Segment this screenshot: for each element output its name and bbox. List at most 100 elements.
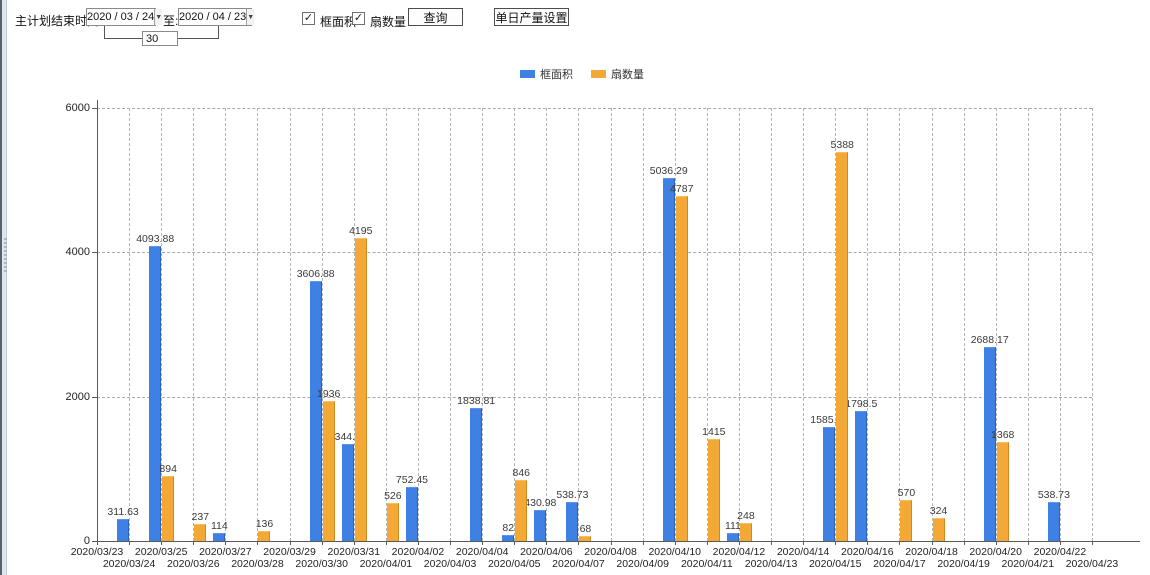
x-tick-label: 2020/03/28 (231, 558, 284, 570)
bar-value-label: 82 (502, 522, 515, 535)
fan-count-checkbox-label[interactable]: 扇数量 (370, 15, 407, 29)
x-axis-tick (578, 541, 580, 545)
x-axis-tick (514, 541, 516, 545)
bar-frame-area-2020-04-02[interactable] (405, 486, 418, 541)
bar-frame-area-2020-03-31[interactable] (341, 443, 354, 541)
x-tick-label: 2020/04/18 (905, 546, 958, 558)
bar-value-label: 4787 (670, 182, 694, 195)
bar-fan-count-2020-03-28[interactable] (258, 531, 271, 541)
bar-fan-count-2020-04-01[interactable] (386, 503, 399, 541)
left-panel-splitter[interactable] (0, 0, 7, 575)
date-from-value[interactable]: 2020 / 03 / 24 (87, 11, 155, 23)
bar-frame-area-2020-03-27[interactable] (213, 532, 226, 541)
bar-fan-count-2020-04-07[interactable] (579, 536, 592, 541)
x-axis-tick (803, 541, 805, 545)
bar-fan-count-2020-04-17[interactable] (900, 499, 913, 541)
bar-frame-area-2020-04-12[interactable] (726, 532, 739, 541)
y-axis-tick (92, 252, 97, 254)
bar-value-label: 1344.95 (328, 430, 367, 443)
legend-item-frame-area[interactable]: 框面积 (520, 66, 573, 82)
frame-area-checkbox-label[interactable]: 框面积 (320, 15, 357, 29)
bar-fan-count-2020-03-25[interactable] (162, 476, 175, 541)
date-to-value[interactable]: 2020 / 04 / 23 (179, 11, 247, 23)
gridline-vertical (1092, 108, 1093, 541)
bar-value-label: 136 (255, 518, 274, 531)
gridline-vertical (225, 108, 227, 541)
x-tick-label: 2020/04/19 (937, 558, 990, 570)
gridline-vertical (546, 108, 548, 541)
bar-frame-area-2020-04-22[interactable] (1047, 502, 1060, 541)
connector-line (218, 26, 219, 39)
bar-fan-count-2020-03-26[interactable] (194, 523, 207, 541)
x-axis-tick (995, 541, 997, 545)
frame-area-checkbox[interactable]: ✓ (302, 12, 315, 25)
x-tick-label: 2020/04/08 (584, 546, 637, 558)
bar-fan-count-2020-04-10[interactable] (675, 195, 688, 541)
bar-frame-area-2020-04-15[interactable] (823, 426, 836, 541)
gridline-horizontal (97, 396, 1092, 398)
interval-days-input[interactable] (142, 31, 178, 46)
gridline-vertical (417, 108, 419, 541)
fan-count-checkbox[interactable]: ✓ (352, 12, 365, 25)
x-axis-tick (963, 541, 965, 545)
x-tick-label: 2020/04/20 (969, 546, 1022, 558)
x-tick-label: 2020/04/06 (520, 546, 573, 558)
bar-fan-count-2020-04-05[interactable] (515, 479, 528, 541)
gridline-vertical (995, 108, 997, 541)
bar-frame-area-2020-04-04[interactable] (470, 408, 483, 541)
bar-frame-area-2020-04-16[interactable] (855, 411, 868, 541)
legend-item-fan-count[interactable]: 扇数量 (591, 66, 644, 82)
bar-frame-area-2020-04-07[interactable] (566, 502, 579, 541)
bar-fan-count-2020-04-18[interactable] (932, 517, 945, 541)
x-tick-label: 2020/04/04 (455, 546, 509, 558)
bar-frame-area-2020-04-05[interactable] (502, 535, 515, 541)
x-axis-tick (97, 541, 98, 545)
date-from-picker[interactable]: 2020 / 03 / 24 ▼ (86, 8, 163, 26)
chevron-down-icon[interactable]: ▼ (154, 9, 163, 25)
bar-value-label: 752.45 (395, 473, 429, 486)
bar-value-label: 430.98 (524, 496, 557, 509)
bar-frame-area-2020-03-30[interactable] (309, 280, 322, 541)
splitter-grip-icon[interactable] (4, 238, 7, 272)
x-tick-label: 2020/04/01 (359, 558, 413, 570)
bar-frame-area-2020-04-10[interactable] (662, 177, 675, 541)
x-tick-label: 2020/04/11 (680, 558, 733, 570)
x-tick-label: 2020/04/03 (423, 558, 477, 570)
gridline-horizontal (97, 252, 1092, 254)
gridline-vertical (257, 108, 259, 541)
bar-value-label: 526 (384, 490, 402, 503)
bar-fan-count-2020-03-30[interactable] (322, 401, 335, 541)
bar-value-label: 2688.17 (970, 334, 1009, 346)
bar-value-label: 1798.5 (845, 398, 878, 411)
x-tick-label: 2020/04/12 (712, 546, 766, 558)
query-button[interactable]: 查询 (408, 8, 463, 26)
daily-output-settings-button[interactable]: 单日产量设置 (494, 8, 569, 26)
x-tick-label: 2020/04/15 (808, 558, 862, 570)
bar-fan-count-2020-04-12[interactable] (739, 523, 752, 541)
bar-frame-area-2020-03-25[interactable] (149, 245, 162, 541)
bar-fan-count-2020-03-31[interactable] (354, 238, 367, 541)
bar-fan-count-2020-04-20[interactable] (996, 442, 1009, 541)
bar-value-label: 5388 (830, 139, 854, 152)
bar-fan-count-2020-04-11[interactable] (707, 438, 720, 541)
legend-label: 框面积 (540, 69, 573, 81)
x-tick-label: 2020/04/10 (648, 546, 702, 558)
x-axis-tick (706, 541, 708, 545)
bar-value-label: 1368 (991, 429, 1015, 442)
x-axis-tick (450, 541, 452, 545)
chevron-down-icon[interactable]: ▼ (246, 9, 255, 25)
x-axis-tick (1092, 541, 1093, 545)
gridline-vertical (931, 108, 933, 541)
bar-frame-area-2020-04-06[interactable] (534, 509, 547, 541)
bar-fan-count-2020-04-15[interactable] (836, 152, 849, 541)
bar-value-label: 324 (929, 504, 948, 517)
x-tick-label: 2020/04/05 (487, 558, 541, 570)
bar-frame-area-2020-04-20[interactable] (983, 347, 996, 541)
date-to-picker[interactable]: 2020 / 04 / 23 ▼ (178, 8, 255, 26)
x-axis-tick (771, 541, 773, 545)
bar-value-label: 538.73 (556, 489, 589, 502)
chart-legend: 框面积 扇数量 (520, 66, 644, 82)
bar-frame-area-2020-03-24[interactable] (117, 518, 130, 541)
x-axis-line (97, 541, 1140, 542)
